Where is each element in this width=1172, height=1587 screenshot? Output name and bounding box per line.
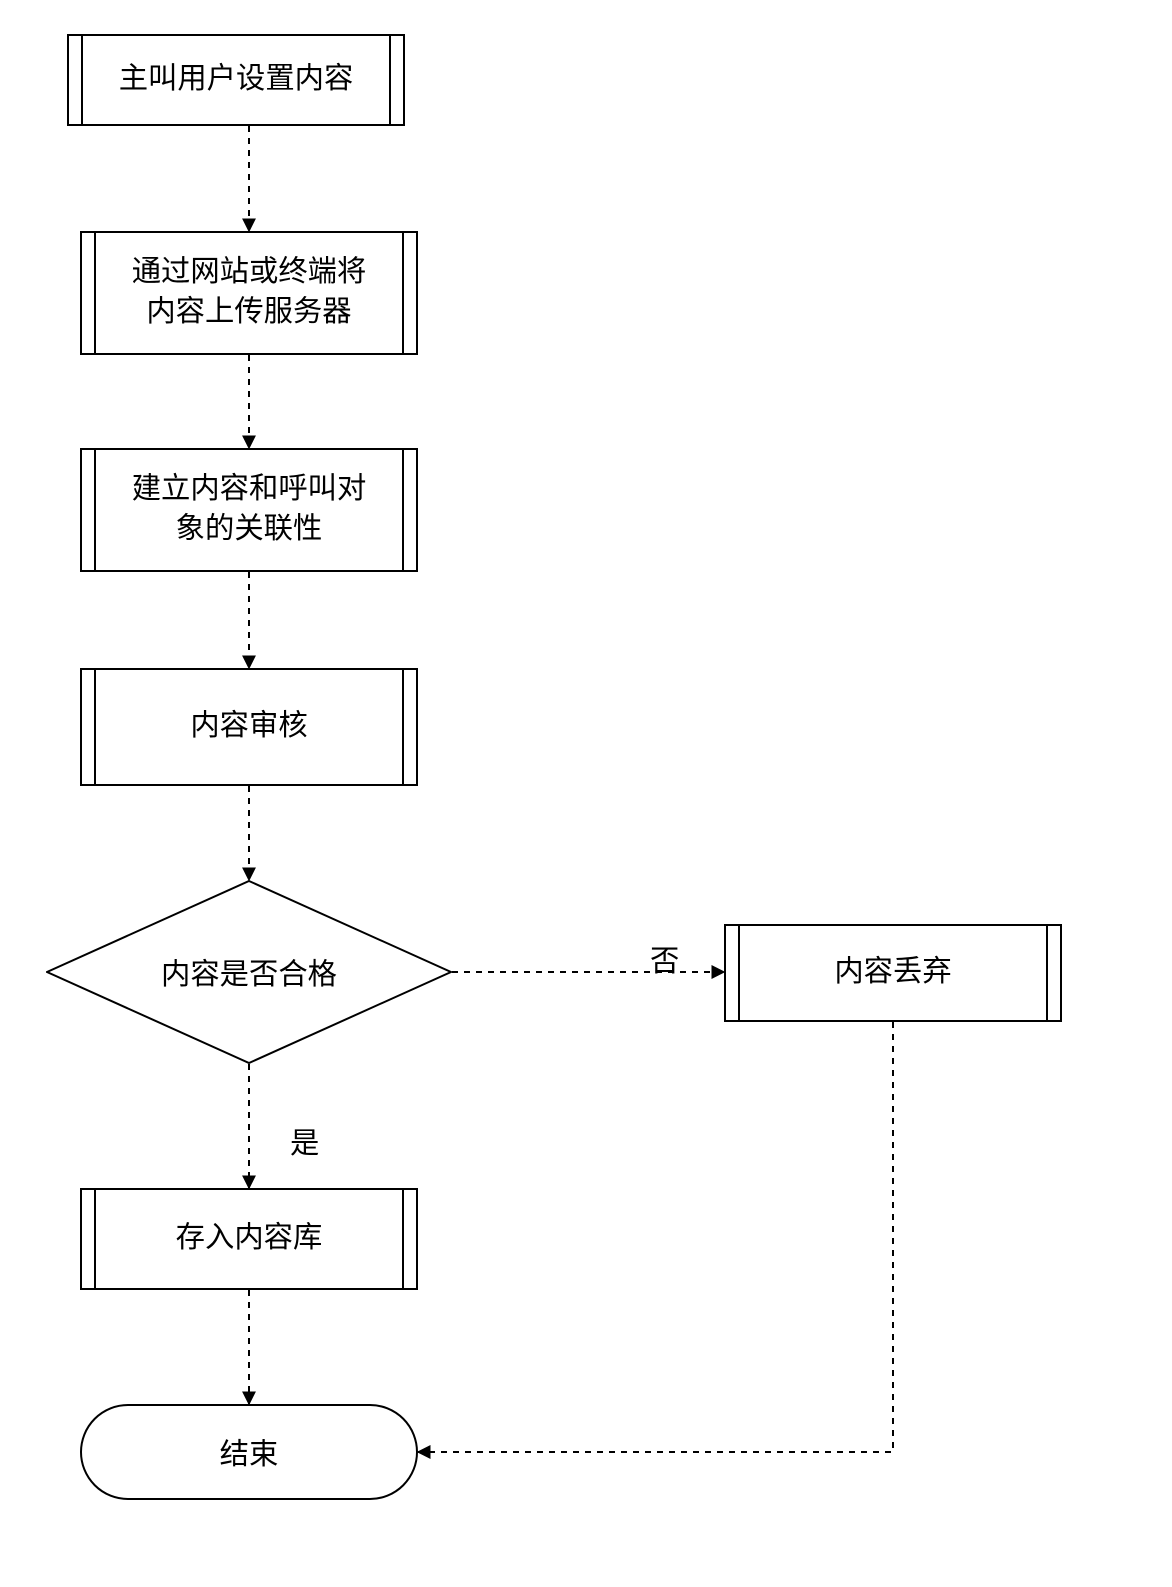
edge-line <box>418 1022 893 1452</box>
edge-label: 是 <box>290 1120 319 1162</box>
node-label: 主叫用户设置内容 <box>119 60 354 100</box>
node-label: 存入内容库 <box>176 1219 323 1259</box>
decision-n5: 内容是否合格 <box>46 880 452 1064</box>
node-label: 内容是否合格 <box>161 951 337 993</box>
flowchart-canvas: 主叫用户设置内容通过网站或终端将内容上传服务器建立内容和呼叫对象的关联性内容审核… <box>0 0 1172 1587</box>
process-n6: 存入内容库 <box>80 1188 418 1290</box>
node-label: 通过网站或终端将内容上传服务器 <box>132 253 367 332</box>
process-n1: 主叫用户设置内容 <box>67 34 405 126</box>
edge-label: 否 <box>650 938 679 980</box>
terminator-n7: 结束 <box>80 1404 418 1500</box>
edge-label-text: 否 <box>650 946 679 978</box>
node-label: 结束 <box>220 1431 279 1473</box>
process-n8: 内容丢弃 <box>724 924 1062 1022</box>
edge-label-text: 是 <box>290 1128 319 1160</box>
node-label: 建立内容和呼叫对象的关联性 <box>132 470 367 549</box>
node-label: 内容审核 <box>190 707 307 747</box>
process-n4: 内容审核 <box>80 668 418 786</box>
node-label: 内容丢弃 <box>834 953 951 993</box>
process-n3: 建立内容和呼叫对象的关联性 <box>80 448 418 572</box>
process-n2: 通过网站或终端将内容上传服务器 <box>80 231 418 355</box>
